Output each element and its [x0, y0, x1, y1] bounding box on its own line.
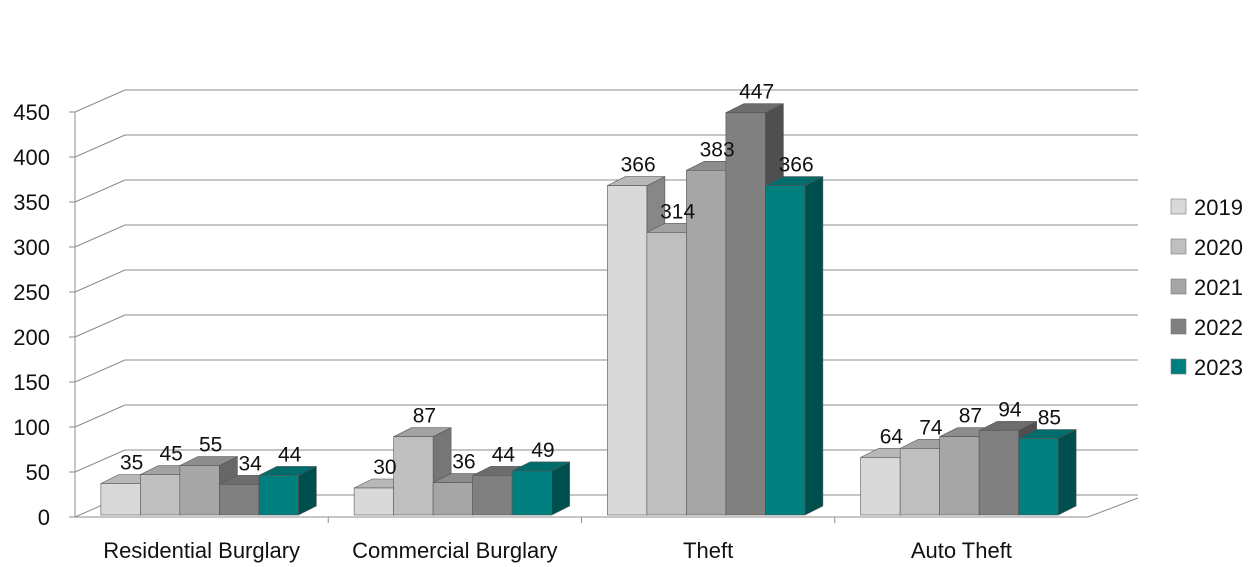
- legend-item: 2021: [1170, 275, 1243, 300]
- y-tick-label: 150: [13, 370, 50, 395]
- bar: [1018, 429, 1077, 516]
- data-label: 366: [779, 154, 814, 177]
- data-label: 44: [492, 443, 516, 466]
- y-tick-label: 250: [13, 280, 50, 305]
- bar-front: [686, 170, 727, 516]
- legend-item: 2022: [1170, 315, 1243, 340]
- legend-label: 2022: [1194, 315, 1243, 340]
- bar-front: [725, 112, 766, 516]
- y-tick-label: 100: [13, 415, 50, 440]
- bar-side: [804, 176, 824, 516]
- data-label: 366: [621, 154, 656, 177]
- bar-front: [939, 436, 980, 516]
- legend-item: 2023: [1170, 355, 1243, 380]
- data-label: 74: [919, 416, 943, 439]
- bar-front: [258, 475, 299, 516]
- legend-item: 2019: [1170, 195, 1243, 220]
- bar: [258, 465, 317, 516]
- y-tick-label: 350: [13, 190, 50, 215]
- data-label: 87: [413, 405, 436, 428]
- bar-front: [1018, 438, 1059, 516]
- legend-swatch: [1170, 238, 1187, 255]
- bar-front: [219, 484, 260, 516]
- gridline-side: [74, 359, 126, 383]
- x-axis: Residential Burglary Commercial Burglary T…: [103, 517, 1012, 563]
- legend: 2019 2020 2021 2022 2023: [1170, 195, 1243, 380]
- data-label: 87: [959, 405, 982, 428]
- data-label: 30: [373, 456, 396, 479]
- bar-front: [472, 475, 513, 516]
- data-label: 85: [1038, 407, 1061, 430]
- bar-front: [646, 232, 687, 516]
- bar-front: [179, 465, 220, 516]
- gridline-side: [74, 89, 126, 113]
- y-tick-label: 400: [13, 145, 50, 170]
- bar-front: [899, 448, 940, 516]
- legend-swatch: [1170, 358, 1187, 375]
- y-tick-label: 0: [38, 505, 50, 530]
- gridline-side: [74, 269, 126, 293]
- gridline-side: [74, 134, 126, 158]
- y-tick-label: 450: [13, 100, 50, 125]
- y-tick-label: 300: [13, 235, 50, 260]
- legend-item: 2020: [1170, 235, 1243, 260]
- x-category-label: Residential Burglary: [103, 538, 300, 563]
- data-label: 45: [159, 443, 182, 466]
- bar-front: [607, 185, 648, 516]
- x-category-label: Theft: [683, 538, 733, 563]
- y-axis: 0 50 100 150 200 250 300 350 400 450: [13, 100, 76, 530]
- bar-front: [432, 482, 473, 516]
- bar-front: [860, 457, 901, 516]
- data-label: 44: [278, 443, 302, 466]
- legend-label: 2023: [1194, 355, 1243, 380]
- data-label: 94: [998, 398, 1022, 421]
- gridline-side: [74, 314, 126, 338]
- data-label: 383: [700, 138, 735, 161]
- bar-front: [100, 483, 141, 516]
- data-label: 49: [531, 439, 554, 462]
- legend-swatch: [1170, 318, 1187, 335]
- data-label: 36: [452, 451, 475, 474]
- gridline-side: [74, 404, 126, 428]
- bar-front: [765, 185, 806, 516]
- gridline-side: [74, 449, 126, 473]
- bar-side: [1057, 429, 1077, 516]
- data-label: 447: [739, 81, 774, 104]
- data-label: 64: [880, 425, 904, 448]
- bar-front: [978, 430, 1019, 516]
- gridline-side: [74, 224, 126, 248]
- bar: [511, 461, 570, 516]
- bar-front: [511, 470, 552, 516]
- legend-label: 2021: [1194, 275, 1243, 300]
- x-category-label: Auto Theft: [911, 538, 1012, 563]
- data-label: 35: [120, 452, 143, 475]
- bar-front: [353, 487, 394, 516]
- data-label: 55: [199, 434, 222, 457]
- bar-front: [393, 436, 434, 516]
- x-category-label: Commercial Burglary: [352, 538, 557, 563]
- data-label: 34: [238, 452, 262, 475]
- gridline-side: [74, 179, 126, 203]
- data-label: 314: [660, 200, 695, 223]
- legend-swatch: [1170, 198, 1187, 215]
- bar: [765, 176, 824, 516]
- bar-front: [140, 474, 181, 516]
- legend-label: 2019: [1194, 195, 1243, 220]
- legend-label: 2020: [1194, 235, 1243, 260]
- bars: [100, 103, 1077, 516]
- y-tick-label: 50: [26, 460, 50, 485]
- legend-swatch: [1170, 278, 1187, 295]
- floor-right-edge: [1087, 497, 1139, 518]
- y-tick-label: 200: [13, 325, 50, 350]
